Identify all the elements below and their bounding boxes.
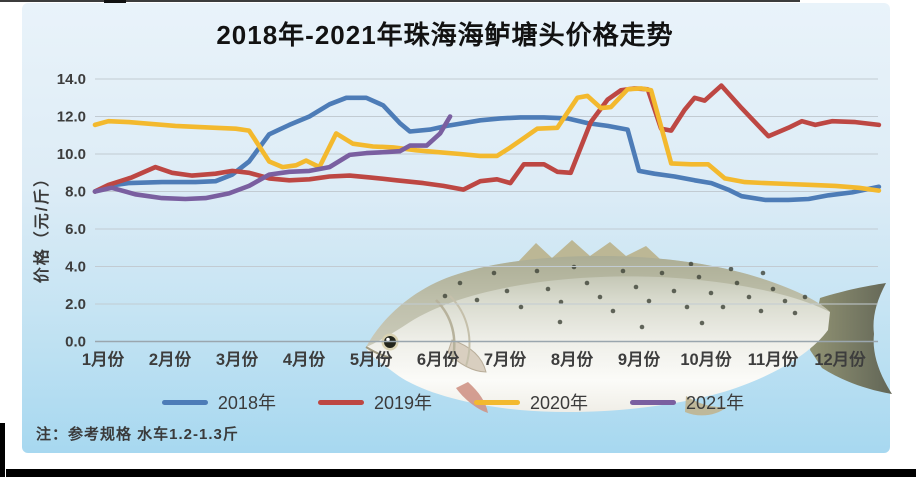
fish-spot <box>534 268 540 274</box>
fish-spot <box>557 319 563 325</box>
fish-spot <box>504 288 510 294</box>
legend-swatch-2018 <box>161 399 208 405</box>
fish-back-shading <box>366 256 830 347</box>
fish-eye-highlight <box>386 337 390 342</box>
fish-spot <box>688 261 694 267</box>
fish-spot <box>545 286 551 292</box>
y-axis-title: 价格（元/斤） <box>34 168 51 284</box>
fish-spot <box>734 280 740 286</box>
reference-spec-note: 注：参考规格 水车1.2-1.3斤 <box>36 426 239 443</box>
bottom-left-border-stub <box>0 423 5 477</box>
x-axis-label: 4月份 <box>283 349 326 369</box>
legend-label-2021: 2021年 <box>686 393 745 413</box>
fish-spot <box>457 280 463 286</box>
y-axis-tick-label: 10.0 <box>57 146 86 163</box>
legend-item-2021: 2021年 <box>630 389 744 415</box>
fish-pelvic-fin <box>456 382 488 413</box>
y-axis-tick-label: 14.0 <box>57 71 86 88</box>
x-axis-label: 1月份 <box>82 349 125 369</box>
fish-spot <box>696 274 702 280</box>
fish-spot <box>633 284 639 290</box>
top-border-mark <box>104 0 126 5</box>
legend-label-2020: 2020年 <box>530 393 589 413</box>
legend-swatch-2021 <box>630 399 677 405</box>
fish-pectoral-fin <box>447 339 487 373</box>
fish-spot <box>684 304 690 310</box>
x-axis-label: 11月份 <box>748 349 799 369</box>
legend-swatch-2020 <box>474 399 520 405</box>
legend-label-2019: 2019年 <box>373 393 432 413</box>
fish-group <box>365 240 892 416</box>
fish-spot <box>770 286 776 292</box>
fish-spot <box>758 308 764 314</box>
legend-label-2018: 2018年 <box>217 393 276 413</box>
y-axis-tick-label: 12.0 <box>57 109 86 126</box>
fish-spot <box>584 280 590 286</box>
x-axis-label: 6月份 <box>417 349 460 369</box>
fish-mouth-line <box>365 346 393 359</box>
fish-spot <box>620 268 626 274</box>
series-line-2018年 <box>92 95 882 203</box>
fish-spot <box>708 290 714 296</box>
legend-item-2019: 2019年 <box>317 389 432 415</box>
fish-spot <box>639 324 645 330</box>
fish-spots <box>442 261 808 330</box>
fish-spot <box>597 294 603 300</box>
fish-spot <box>518 304 524 310</box>
fish-spot <box>474 297 480 303</box>
fish-spot <box>671 288 677 294</box>
bottom-border-bar <box>6 469 916 477</box>
legend-swatch-2019 <box>317 399 364 405</box>
series-line-2019年 <box>92 83 882 194</box>
fish-spot <box>760 270 766 276</box>
legend-item-2020: 2020年 <box>474 389 588 415</box>
x-axis-label: 5月份 <box>350 349 393 369</box>
x-axis-label: 2月份 <box>149 349 192 369</box>
y-axis-tick-label: 0.0 <box>65 334 86 351</box>
x-axis-label: 3月份 <box>216 349 259 369</box>
fish-spot <box>782 298 788 304</box>
fish-spot <box>792 310 798 316</box>
fish-gill-line-2 <box>449 295 471 367</box>
fish-spot <box>659 270 665 276</box>
legend-item-2018: 2018年 <box>161 389 276 415</box>
fish-tail-fin <box>810 283 892 394</box>
x-axis-label: 9月份 <box>618 349 661 369</box>
y-axis-tick-label: 6.0 <box>65 221 86 238</box>
chart-title: 2018年-2021年珠海海鲈塘头价格走势 <box>216 20 674 50</box>
x-axis-label: 8月份 <box>551 349 594 369</box>
chart-legend: 2018年 2019年 2020年 2021年 <box>30 389 876 415</box>
x-axis-label: 10月份 <box>680 349 732 369</box>
y-axis-tick-label: 4.0 <box>65 259 86 276</box>
series-line-2021年 <box>92 114 453 202</box>
fish-spot <box>746 294 752 300</box>
y-axis-tick-label: 2.0 <box>65 296 86 313</box>
fish-gill-line <box>435 299 456 363</box>
fish-spot <box>720 304 726 310</box>
fish-spot <box>728 266 734 272</box>
fish-spot <box>699 320 705 326</box>
fish-spot <box>491 270 497 276</box>
x-axis-label: 7月份 <box>484 349 527 369</box>
fish-spot <box>802 294 808 300</box>
fish-anal-fin <box>685 396 727 416</box>
fish-body <box>366 256 830 412</box>
fish-spot <box>610 308 616 314</box>
x-axis-label: 12月份 <box>814 349 866 369</box>
fish-spot <box>558 299 564 305</box>
series-line-2020年 <box>92 86 882 193</box>
top-border-line <box>0 0 800 2</box>
fish-spot <box>442 293 448 299</box>
fish-spot <box>646 298 652 304</box>
y-axis-tick-label: 8.0 <box>65 184 86 201</box>
